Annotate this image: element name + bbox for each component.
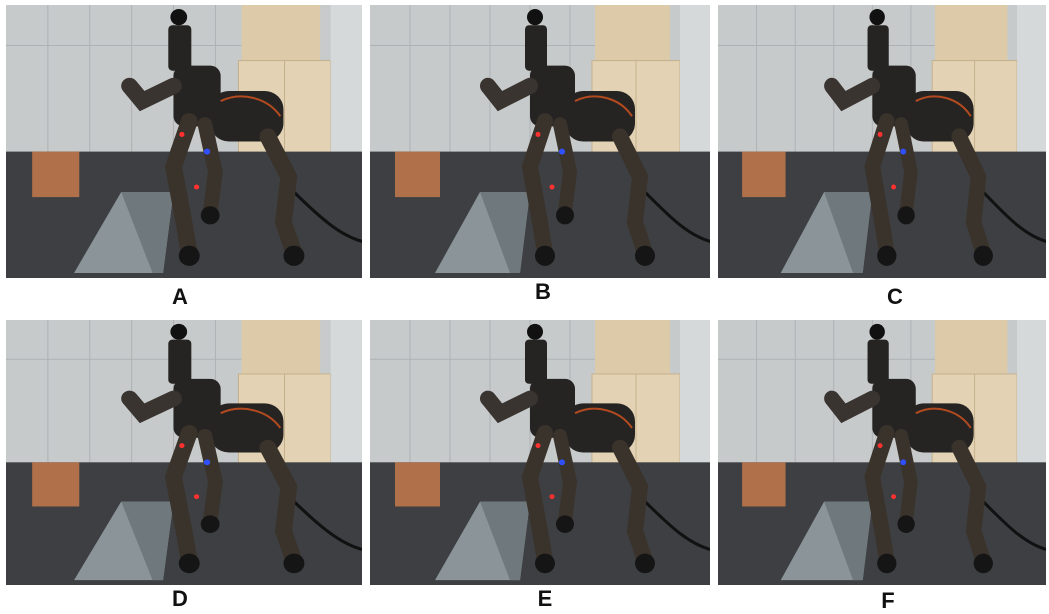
photo: [718, 5, 1049, 278]
figure: A B C D E F: [0, 0, 1049, 614]
photo: [6, 320, 367, 585]
page: A B C D E F (() => { const data = JSON.p…: [0, 0, 1049, 614]
panel-label: E: [538, 586, 553, 611]
panel-label: F: [881, 588, 894, 613]
panel-label: C: [887, 284, 903, 309]
photo: [6, 5, 367, 278]
photo: [370, 5, 715, 278]
panel-label: A: [172, 284, 188, 309]
photo: [718, 320, 1049, 585]
panel-label: B: [535, 279, 551, 304]
panel-label: D: [172, 586, 188, 611]
photo: [370, 320, 715, 585]
